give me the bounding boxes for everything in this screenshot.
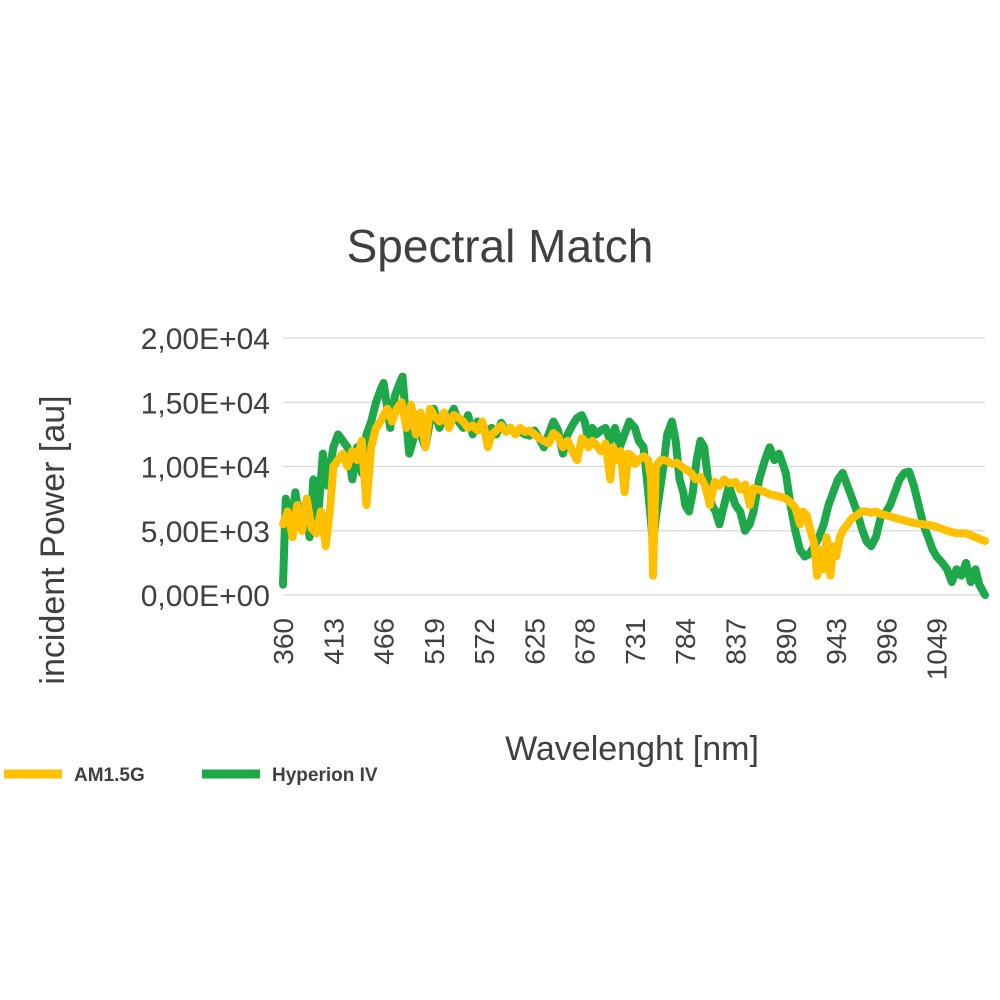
- series-line-hyperion-iv: [279, 372, 989, 599]
- legend-label-hyperion-iv: Hyperion IV: [272, 765, 378, 786]
- x-tick-label: 996: [871, 618, 902, 665]
- x-tick-label: 466: [369, 618, 400, 665]
- x-tick-label: 360: [268, 618, 299, 665]
- x-axis-ticks: 360 413 466 519 572 625 678 731 784 837 890 943 996 1…: [268, 618, 953, 680]
- x-tick-label: 678: [570, 618, 601, 665]
- x-tick-label: 731: [620, 618, 651, 665]
- x-tick-label: 572: [469, 618, 500, 665]
- x-tick-label: 519: [419, 618, 450, 665]
- y-tick-label: 0,00E+00: [141, 580, 270, 613]
- y-tick-label: 1,00E+04: [141, 452, 270, 485]
- y-tick-label: 2,00E+04: [141, 323, 270, 356]
- legend: AM1.5G Hyperion IV: [4, 765, 378, 786]
- y-tick-label: 5,00E+03: [141, 516, 270, 549]
- x-tick-label: 943: [821, 618, 852, 665]
- x-tick-label: 413: [318, 618, 349, 665]
- y-axis-ticks: 0,00E+00 5,00E+03 1,00E+04 1,50E+04 2,00E+04: [141, 323, 270, 613]
- x-axis-label: Wavelenght [nm]: [505, 730, 759, 768]
- x-tick-label: 625: [519, 618, 550, 665]
- legend-label-am15g: AM1.5G: [74, 765, 145, 786]
- y-tick-label: 1,50E+04: [141, 387, 270, 420]
- x-tick-label: 890: [771, 618, 802, 665]
- series-lines: [279, 372, 989, 599]
- x-tick-label: 837: [721, 618, 752, 665]
- chart-title: Spectral Match: [347, 220, 654, 272]
- legend-item-hyperion-iv: Hyperion IV: [202, 765, 378, 786]
- series-line-am1-5g: [279, 398, 989, 580]
- legend-item-am15g: AM1.5G: [4, 765, 145, 786]
- x-tick-label: 1049: [922, 618, 953, 680]
- y-axis-label: incident Power [au]: [34, 395, 72, 684]
- x-tick-label: 784: [670, 618, 701, 665]
